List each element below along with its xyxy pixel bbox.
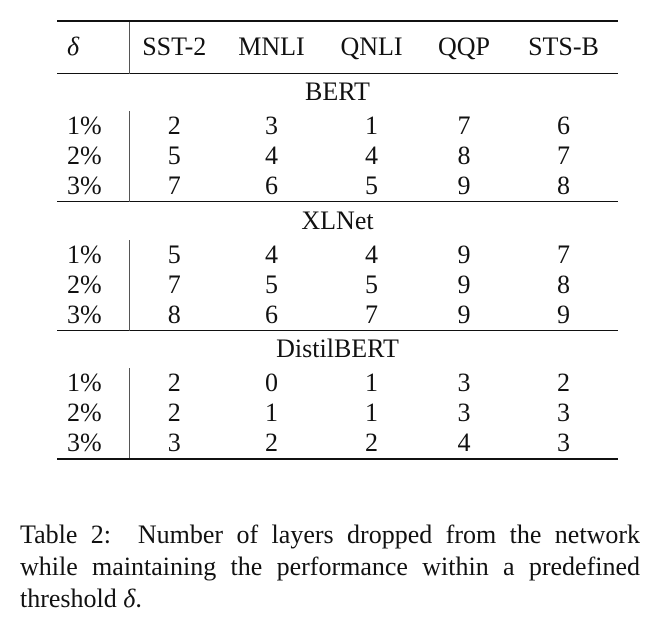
value-cell: 2 [557, 368, 570, 397]
header-mnli: MNLI [238, 32, 305, 62]
value-cell: 8 [557, 269, 570, 299]
group-header-row: DistilBERT [57, 330, 618, 368]
value-cell: 5 [365, 171, 378, 200]
value-cell: 4 [265, 141, 278, 170]
header-row: δ SST-2 MNLI QNLI QQP STS-B [57, 21, 618, 73]
caption-text: Number of layers dropped from the networ… [20, 520, 641, 613]
delta-cell: 1% [57, 239, 130, 270]
header-stsb: STS-B [528, 32, 599, 62]
value-cell: 6 [265, 171, 278, 200]
value-cell: 5 [167, 141, 181, 170]
value-cell: 3 [557, 398, 570, 427]
value-cell: 2 [167, 368, 181, 397]
table-row: 2% 7 5 5 9 8 [57, 269, 618, 300]
value-cell: 4 [365, 239, 378, 269]
results-table: δ SST-2 MNLI QNLI QQP STS-B BERT 1% 2 3 1 7 6 2… [57, 20, 618, 460]
group-header-row: XLNet [57, 201, 618, 240]
value-cell: 3 [557, 428, 570, 457]
value-cell: 5 [167, 239, 181, 269]
delta-cell: 2% [57, 269, 130, 300]
delta-cell: 3% [57, 428, 130, 459]
table-row: 1% 2 0 1 3 2 [57, 368, 618, 398]
value-cell: 3 [265, 111, 278, 140]
group-label: BERT [305, 77, 370, 107]
delta-cell: 3% [57, 299, 130, 330]
value-cell: 4 [365, 141, 378, 170]
value-cell: 8 [557, 171, 570, 200]
value-cell: 8 [167, 299, 181, 329]
value-cell: 2 [265, 428, 278, 457]
value-cell: 9 [557, 299, 570, 329]
delta-cell: 2% [57, 141, 130, 171]
value-cell: 8 [457, 141, 471, 170]
header-qqp: QQP [437, 32, 490, 62]
value-cell: 1 [365, 398, 378, 427]
table-row: 3% 7 6 5 9 8 [57, 171, 618, 202]
value-cell: 7 [167, 269, 181, 299]
value-cell: 4 [457, 428, 471, 457]
group-header-row: BERT [57, 73, 618, 111]
caption-symbol: δ [123, 584, 136, 613]
table-row: 1% 5 4 4 9 7 [57, 239, 618, 270]
header-qnli: QNLI [340, 32, 403, 62]
delta-cell: 1% [57, 111, 130, 141]
value-cell: 5 [365, 269, 378, 299]
header-sst2: SST-2 [142, 32, 207, 62]
value-cell: 7 [557, 141, 570, 170]
table-row: 2% 5 4 4 8 7 [57, 141, 618, 171]
value-cell: 2 [167, 398, 181, 427]
group-label: DistilBERT [276, 334, 399, 364]
value-cell: 3 [457, 368, 471, 397]
value-cell: 5 [265, 269, 278, 299]
table-caption: Table 2: Number of layers dropped from t… [20, 519, 640, 615]
value-cell: 7 [167, 171, 181, 200]
value-cell: 7 [365, 299, 378, 329]
value-cell: 9 [457, 269, 471, 299]
caption-end: . [135, 584, 142, 613]
value-cell: 2 [365, 428, 378, 457]
value-cell: 2 [167, 111, 181, 140]
value-cell: 0 [265, 368, 278, 397]
table-body: BERT 1% 2 3 1 7 6 2% 5 4 4 8 7 3% 7 6 5 9 8 XLNet 1% 5 4 4 9 7 2% 7… [57, 73, 618, 459]
value-cell: 1 [265, 398, 278, 427]
group-label: XLNet [301, 205, 374, 235]
table-row: 2% 2 1 1 3 3 [57, 398, 618, 428]
delta-cell: 2% [57, 398, 130, 428]
caption-label: Table 2: [20, 520, 112, 549]
value-cell: 6 [557, 111, 570, 140]
value-cell: 4 [265, 239, 278, 269]
header-delta: δ [57, 21, 130, 73]
value-cell: 3 [167, 428, 181, 457]
value-cell: 6 [265, 299, 278, 329]
value-cell: 1 [365, 368, 378, 397]
value-cell: 7 [457, 111, 471, 140]
value-cell: 9 [457, 239, 471, 269]
value-cell: 3 [457, 398, 471, 427]
value-cell: 9 [457, 299, 471, 329]
table-row: 3% 8 6 7 9 9 [57, 299, 618, 330]
delta-cell: 1% [57, 368, 130, 398]
value-cell: 1 [365, 111, 378, 140]
delta-cell: 3% [57, 171, 130, 202]
table-row: 1% 2 3 1 7 6 [57, 111, 618, 141]
value-cell: 7 [557, 239, 570, 269]
table-row: 3% 3 2 2 4 3 [57, 428, 618, 459]
value-cell: 9 [457, 171, 471, 200]
